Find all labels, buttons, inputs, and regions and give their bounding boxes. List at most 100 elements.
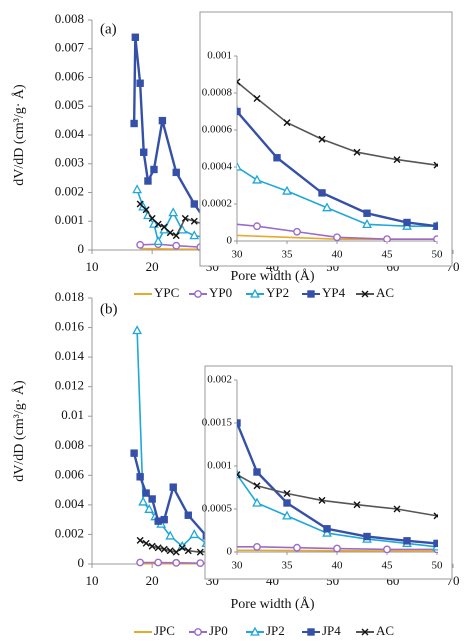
marker xyxy=(160,515,168,524)
marker xyxy=(142,489,150,497)
marker xyxy=(148,542,156,550)
marker xyxy=(237,107,241,116)
marker xyxy=(144,503,155,513)
marker xyxy=(163,385,171,392)
y-tick-label: 0.006 xyxy=(55,466,85,481)
inset-x-tick-label: 35 xyxy=(282,560,294,572)
marker xyxy=(131,33,140,41)
marker xyxy=(293,227,301,236)
marker xyxy=(307,290,315,298)
marker xyxy=(144,177,152,185)
inset-x-tick-label: 30 xyxy=(232,560,244,572)
marker xyxy=(172,558,181,567)
marker xyxy=(154,544,162,552)
marker xyxy=(136,79,144,87)
marker xyxy=(144,299,150,305)
legend-label: YPC xyxy=(154,285,179,300)
marker xyxy=(160,223,168,231)
marker xyxy=(273,154,281,162)
inset-series xyxy=(114,15,438,242)
marker xyxy=(126,15,134,22)
marker xyxy=(168,207,179,217)
marker xyxy=(318,189,326,197)
marker xyxy=(148,316,156,323)
marker xyxy=(166,229,174,237)
legend-label: AC xyxy=(376,285,394,300)
y-tick-label: 0.01 xyxy=(61,407,84,422)
marker xyxy=(253,482,261,490)
marker xyxy=(114,205,120,211)
marker xyxy=(172,232,180,240)
marker xyxy=(124,136,130,142)
marker xyxy=(148,214,156,222)
inset-y-tick-label: 0.0005 xyxy=(202,503,233,515)
x-tick-label: 10 xyxy=(86,259,99,274)
y-tick-label: 0.007 xyxy=(55,40,85,55)
marker xyxy=(172,548,180,556)
y-tick-label: 0.018 xyxy=(55,289,84,304)
legend-label: YP4 xyxy=(322,285,346,300)
y-tick-label: 0.008 xyxy=(55,437,84,452)
marker xyxy=(181,214,189,222)
marker xyxy=(237,161,242,171)
inset-y-tick-label: 0.001 xyxy=(207,50,232,62)
marker xyxy=(196,548,204,556)
marker xyxy=(393,505,401,513)
marker xyxy=(293,543,301,552)
marker xyxy=(172,241,181,250)
series-line xyxy=(237,104,438,228)
marker xyxy=(160,545,168,553)
marker xyxy=(194,472,200,478)
marker xyxy=(154,90,160,96)
inset-y-tick-label: 0 xyxy=(227,235,233,247)
marker xyxy=(250,626,260,636)
marker xyxy=(363,209,371,217)
inset-x-tick-label: 40 xyxy=(332,249,344,261)
y-tick-label: 0.016 xyxy=(55,319,85,334)
marker xyxy=(433,222,438,230)
series-line xyxy=(237,418,438,545)
marker xyxy=(183,445,191,452)
legend-label: AC xyxy=(376,623,394,638)
marker xyxy=(353,148,361,156)
marker xyxy=(322,202,332,212)
marker xyxy=(361,628,369,636)
inset-y-tick-label: 0.0015 xyxy=(202,417,233,429)
marker xyxy=(194,628,202,636)
marker xyxy=(361,290,369,298)
marker xyxy=(140,148,148,156)
panel-label: (b) xyxy=(100,301,118,317)
y-tick-label: 0.004 xyxy=(55,496,85,511)
marker xyxy=(154,558,163,567)
legend-label: JPC xyxy=(154,623,175,638)
x-tick-label: 20 xyxy=(146,259,159,274)
marker xyxy=(183,108,191,115)
marker xyxy=(253,468,261,476)
marker xyxy=(142,206,150,214)
series-line xyxy=(237,473,438,517)
marker xyxy=(383,545,391,553)
marker xyxy=(283,119,291,127)
marker xyxy=(114,540,120,546)
marker xyxy=(166,547,174,555)
marker xyxy=(237,471,241,479)
marker xyxy=(253,222,261,231)
series-line xyxy=(237,471,438,548)
inset-y-tick-label: 0.0006 xyxy=(202,124,233,136)
marker xyxy=(282,185,292,195)
marker xyxy=(237,78,241,86)
y-tick-label: 0.002 xyxy=(55,525,84,540)
x-axis-label: Pore width (Å) xyxy=(231,268,315,284)
marker xyxy=(114,41,120,47)
marker xyxy=(362,218,372,228)
marker xyxy=(124,429,130,435)
marker xyxy=(383,235,391,242)
inset-x-tick-label: 45 xyxy=(382,560,394,572)
marker xyxy=(237,419,241,427)
marker xyxy=(393,156,401,164)
marker xyxy=(158,116,167,125)
marker xyxy=(142,539,150,547)
inset-y-tick-label: 0.0002 xyxy=(202,198,232,210)
marker xyxy=(165,530,176,540)
x-tick-label: 20 xyxy=(146,573,159,588)
